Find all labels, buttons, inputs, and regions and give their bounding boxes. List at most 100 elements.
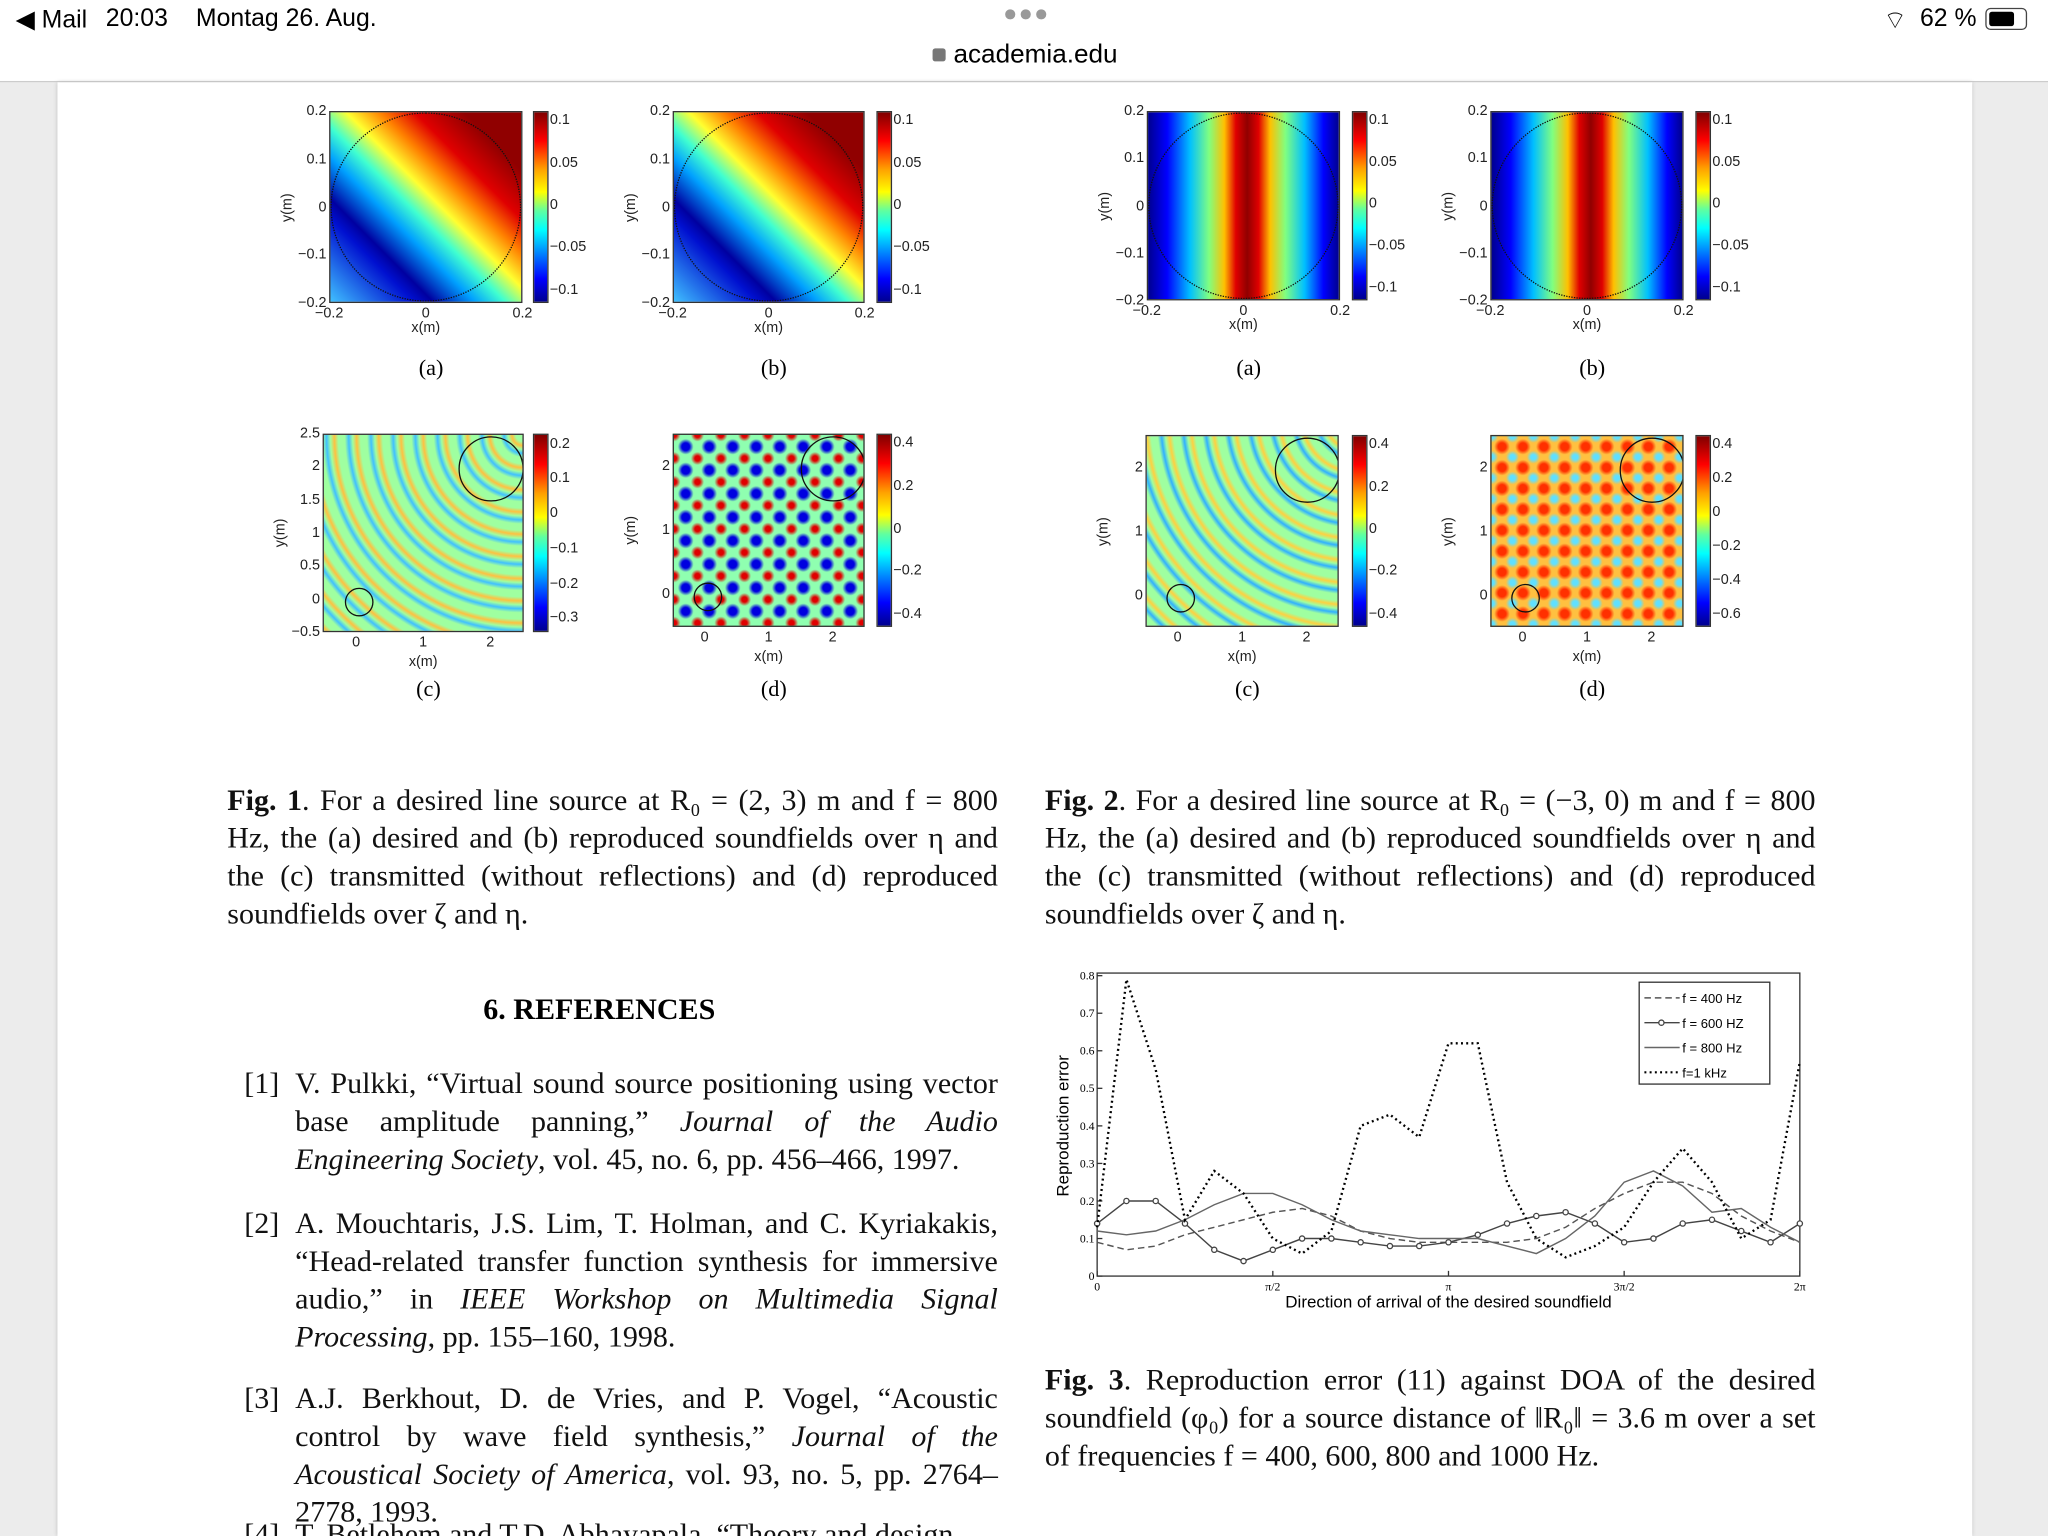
series-marker	[1679, 1220, 1686, 1227]
y-tick-label: 0	[1134, 587, 1143, 603]
multitask-dots[interactable]: ●●●	[1003, 0, 1050, 27]
series-marker	[1298, 1235, 1306, 1242]
array-circle	[1491, 112, 1683, 300]
colorbar-label: 0.1	[549, 112, 570, 129]
x-tick-label: −0.2	[1132, 303, 1161, 319]
series-marker	[1328, 1235, 1335, 1242]
colorbar-label: −0.4	[893, 605, 922, 622]
colorbar-label: 0.05	[893, 155, 922, 171]
colorbar-label: −0.05	[1712, 237, 1749, 254]
y-tick-label: 0.2	[306, 103, 327, 119]
x-tick-label: 1	[1582, 629, 1591, 646]
colorbar-label: 0.05	[549, 155, 578, 171]
x-axis-label: x(m)	[754, 649, 784, 665]
colorbar-label: 0	[893, 197, 902, 213]
x-tick-label: 0	[352, 634, 361, 651]
y-tick-label: 1	[1134, 523, 1143, 539]
reference-text: T. Betlehem and T.D. Abhayapala, “Theory…	[295, 1517, 954, 1536]
x-tick-label: 1	[419, 634, 428, 651]
paper-page	[57, 82, 1973, 1536]
figure-caption: Fig. 1. For a desired line source at R₀ …	[227, 781, 998, 933]
panel-label: (a)	[1236, 355, 1261, 381]
y-tick-label: 2	[311, 458, 320, 475]
y-tick-label: 0	[1089, 1270, 1095, 1283]
colorbar	[532, 111, 549, 304]
heatmap	[672, 111, 865, 304]
x-tick-label: 0	[1582, 303, 1591, 319]
y-tick-label: 0	[311, 591, 320, 607]
colorbar-label: 0.1	[1712, 112, 1733, 129]
reference-text: IEEE Workshop on Multimedia Signal Proce…	[295, 1282, 998, 1354]
legend-label: f = 400 Hz	[1682, 991, 1742, 1006]
x-axis-label: x(m)	[1572, 649, 1602, 665]
legend-box	[1638, 981, 1771, 1085]
colorbar-label: −0.1	[893, 281, 922, 298]
back-arrow: ◀	[15, 6, 42, 34]
series-line	[1097, 1170, 1801, 1255]
legend-label: f=1 kHz	[1682, 1066, 1727, 1081]
series-marker	[1386, 1242, 1394, 1250]
colorbar-label: −0.1	[1712, 279, 1741, 295]
heatmap	[1490, 434, 1684, 627]
url[interactable]: academia.edu	[953, 40, 1118, 70]
reference: [4] T. Betlehem and T.D. Abhayapala, “The…	[244, 1515, 998, 1536]
series-marker	[1445, 1239, 1452, 1246]
colorbar-label: −0.3	[549, 610, 579, 627]
colorbar-label: 0.4	[893, 435, 914, 452]
listener-circle	[344, 587, 374, 617]
y-tick-label: −0.1	[1459, 245, 1488, 261]
series-marker	[1562, 1208, 1569, 1216]
series-marker	[1620, 1239, 1628, 1246]
y-tick-label: 1.5	[300, 491, 320, 508]
colorbar-label: 0	[893, 520, 902, 537]
y-tick-label: −0.1	[298, 247, 327, 263]
wifi: ⌔	[1883, 7, 1907, 36]
x-tick-label: 0	[1239, 303, 1248, 319]
y-tick-label: 2.5	[300, 425, 320, 442]
x-tick-label: 2	[486, 634, 495, 651]
x-tick-label: −0.2	[658, 305, 687, 322]
y-tick-label: −0.2	[1115, 292, 1145, 309]
colorbar-label: −0.2	[893, 563, 922, 579]
colorbar	[876, 433, 893, 627]
y-tick-label: 0	[318, 199, 327, 215]
y-tick-label: 0	[662, 586, 671, 603]
x-tick-label: 0.2	[1330, 303, 1351, 319]
back-to-app[interactable]: ◀ Mail	[16, 5, 87, 35]
y-tick-label: 0.1	[1124, 150, 1145, 167]
colorbar	[532, 433, 549, 633]
series-marker	[1357, 1239, 1364, 1246]
colorbar-label: 0.05	[1712, 154, 1741, 170]
x-tick-label: 2	[828, 629, 837, 646]
y-tick-label: 0	[1479, 587, 1488, 603]
series-line	[1096, 1181, 1801, 1251]
x-tick-label: 2π	[1794, 1280, 1806, 1293]
colorbar	[1351, 111, 1368, 301]
reference-text: V. Pulkki, “Virtual sound source positio…	[295, 1067, 998, 1138]
x-tick-label: 0	[700, 629, 709, 646]
y-tick-label: 2	[662, 457, 671, 474]
colorbar-label: 0	[1712, 504, 1721, 520]
array-circle	[330, 112, 522, 302]
x-axis-label: x(m)	[754, 319, 784, 336]
x-tick-label: 2	[1302, 629, 1311, 646]
reference-text: , vol. 45, no. 6, pp. 456–466, 1997.	[537, 1142, 960, 1176]
y-tick-label: −0.1	[641, 247, 671, 263]
y-tick-label: −0.5	[291, 624, 320, 640]
caption-label: Fig. 2	[1044, 783, 1119, 817]
y-tick-label: 0.2	[1124, 103, 1145, 119]
panel-label: (d)	[760, 676, 787, 702]
y-tick-label: −0.2	[298, 295, 327, 311]
colorbar-label: 0.05	[1368, 154, 1397, 170]
x-tick-label: −0.2	[1476, 303, 1505, 319]
source-circle	[458, 436, 523, 502]
x-tick-label: 3π/2	[1614, 1280, 1635, 1293]
colorbar-label: −0.4	[1712, 571, 1741, 588]
reference-text: Journal of the Audio Engineering Society	[295, 1104, 998, 1176]
y-tick-label: 0.2	[650, 103, 671, 119]
colorbar-label: −0.2	[1712, 538, 1741, 554]
series-marker	[1474, 1231, 1482, 1239]
colorbar-label: −0.05	[1368, 237, 1406, 254]
